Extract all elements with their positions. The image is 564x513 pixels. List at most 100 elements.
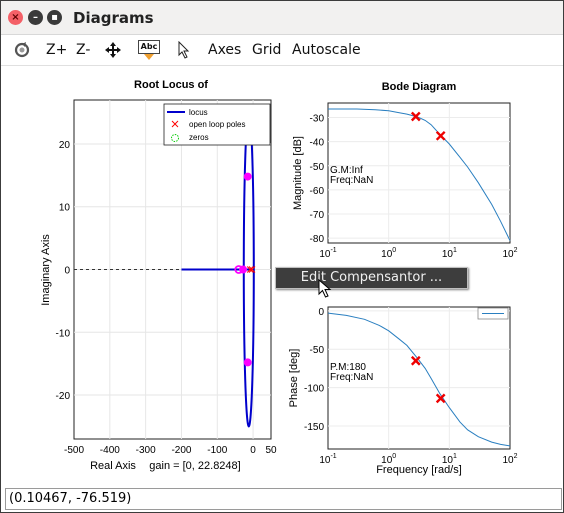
phase-ylabel: Phase [deg]: [288, 349, 300, 408]
context-menu: Edit Compensantor ...: [275, 267, 468, 289]
legend-poles-label: open loop poles: [189, 120, 246, 129]
phase-xtick-3-base: 10: [502, 455, 514, 466]
phase-xtick-1-base: 10: [381, 455, 393, 466]
mag-marker-0: [410, 111, 421, 122]
rl-xtick-6: 50: [265, 445, 277, 456]
pan-button[interactable]: [104, 40, 122, 60]
toolbar: Z+ Z- Abc Axes Grid Autoscale: [1, 35, 563, 66]
rl-ytick-1: -10: [56, 328, 71, 339]
phase-xtick-3-exp: 2: [514, 453, 518, 460]
phase-xtick-2-base: 10: [442, 455, 454, 466]
minimize-window-button[interactable]: –: [28, 10, 43, 25]
mag-x-ticks: 10-1 100 101 102: [319, 247, 517, 260]
phase-freq-annotation: Freq:NaN: [330, 372, 373, 383]
rl-ytick-0: -20: [56, 391, 71, 402]
phase-pm-annotation: P.M:180: [330, 362, 366, 373]
phase-grid: [328, 307, 510, 449]
phase-xtick-2-exp: 1: [453, 453, 457, 460]
mag-xtick-1-base: 10: [381, 249, 393, 260]
phase-content: [327, 312, 511, 447]
rl-ylabel: Imaginary Axis: [40, 234, 52, 306]
rl-gain-marker-0: [243, 172, 252, 181]
phase-xtick-2: 101: [442, 453, 457, 466]
mag-xtick-3-base: 10: [502, 249, 514, 260]
zoom-out-button[interactable]: Z-: [76, 42, 91, 58]
phase-marker-0: [410, 355, 421, 366]
phase-xtick-0-base: 10: [319, 455, 331, 466]
phase-xtick-0: 10-1: [319, 453, 336, 466]
maximize-window-button[interactable]: ▪: [47, 10, 62, 25]
rl-xlabel: Real Axis: [90, 460, 136, 472]
mag-curve: [328, 108, 511, 241]
rl-ytick-4: 20: [59, 140, 71, 151]
maximize-icon: ▪: [51, 11, 58, 23]
rl-xtick-3: -200: [171, 445, 191, 456]
phase-ytick-2: -100: [304, 384, 324, 395]
phase-xtick-1: 100: [381, 453, 396, 466]
rotate-icon: [14, 42, 30, 58]
plot-area: Root Locus of -500 -400 -300 -200 -100 0 50 -2…: [1, 67, 563, 487]
axes-button[interactable]: Axes: [208, 42, 242, 58]
bode-title: Bode Diagram: [382, 81, 457, 93]
mag-xtick-3: 102: [502, 247, 517, 260]
rl-xtick-5: 0: [250, 445, 256, 456]
rl-xtick-0: -500: [64, 445, 84, 456]
rl-open-loop-pole-0: [248, 266, 256, 273]
phase-marker-1-b: [435, 393, 446, 404]
plots-canvas[interactable]: Root Locus of -500 -400 -300 -200 -100 0 50 -2…: [1, 67, 563, 487]
mag-ytick-1: -70: [310, 210, 325, 221]
rl-open-loop-pole-1-b: [246, 266, 254, 273]
legend-poles-swatch: [171, 120, 179, 128]
rl-y-ticks: -20 -10 0 10 20: [56, 140, 71, 402]
rl-ytick-3: 10: [59, 203, 71, 214]
minimize-icon: –: [33, 11, 38, 23]
text-label-arrow: [144, 54, 154, 60]
move-arrows-icon: [105, 42, 121, 58]
select-button[interactable]: [177, 40, 191, 60]
rotate-button[interactable]: [13, 40, 31, 60]
phase-axes-box: [327, 306, 511, 450]
close-window-button[interactable]: ×: [8, 10, 23, 25]
text-label-icon-box: Abc: [138, 40, 160, 54]
phase-xlabel: Frequency [rad/s]: [376, 464, 462, 476]
edit-compensator-menu-item[interactable]: Edit Compensantor ...: [300, 270, 443, 285]
mag-ytick-0: -80: [310, 234, 325, 245]
mag-xtick-3-exp: 2: [514, 247, 518, 254]
phase-xtick-3: 102: [502, 453, 517, 466]
phase-ytick-3: -150: [304, 422, 324, 433]
zoom-in-button[interactable]: Z+: [46, 42, 68, 58]
legend-zeros-swatch: [171, 134, 179, 142]
grid-button[interactable]: Grid: [252, 42, 282, 58]
mag-xtick-0-exp: -1: [330, 247, 336, 254]
rl-xtick-4: -100: [207, 445, 227, 456]
mouse-cursor-icon: [318, 279, 332, 298]
mag-gm-annotation: G.M:Inf: [330, 165, 363, 176]
legend-locus-label: locus: [189, 108, 208, 117]
datatip-button[interactable]: Abc: [138, 40, 160, 60]
rl-xtick-2: -300: [136, 445, 156, 456]
mag-ytick-5: -30: [310, 113, 325, 124]
close-icon: ×: [11, 11, 20, 23]
mag-ytick-3: -50: [310, 162, 325, 173]
mag-marker-1-b: [435, 130, 446, 141]
mag-xtick-1-exp: 0: [392, 247, 396, 254]
mag-xtick-0: 10-1: [319, 247, 336, 260]
rl-ytick-2: 0: [64, 266, 70, 277]
rl-gain-marker-1: [243, 358, 252, 367]
mag-y-ticks: -80 -70 -60 -50 -40 -30: [310, 113, 325, 245]
mag-ytick-2: -60: [310, 186, 325, 197]
mag-xtick-1: 100: [381, 247, 396, 260]
phase-x-ticks: 10-1 100 101 102: [319, 453, 517, 466]
mag-xtick-2: 101: [442, 247, 457, 260]
mag-freq-annotation: Freq:NaN: [330, 175, 373, 186]
rl-title: Root Locus of: [134, 79, 208, 91]
phase-y-ticks: 0 -50 -100 -150: [304, 307, 324, 433]
pointer-icon: [178, 41, 190, 59]
rl-gain-annotation: gain = [0, 22.8248]: [149, 460, 240, 472]
title-bar: × – ▪ Diagrams: [1, 1, 563, 35]
phase-marker-1: [435, 393, 446, 404]
autoscale-button[interactable]: Autoscale: [292, 42, 361, 58]
mag-ylabel: Magnitude [dB]: [292, 136, 304, 210]
rl-open-loop-pole-0-b: [248, 266, 256, 273]
legend-zeros-label: zeros: [189, 133, 209, 142]
